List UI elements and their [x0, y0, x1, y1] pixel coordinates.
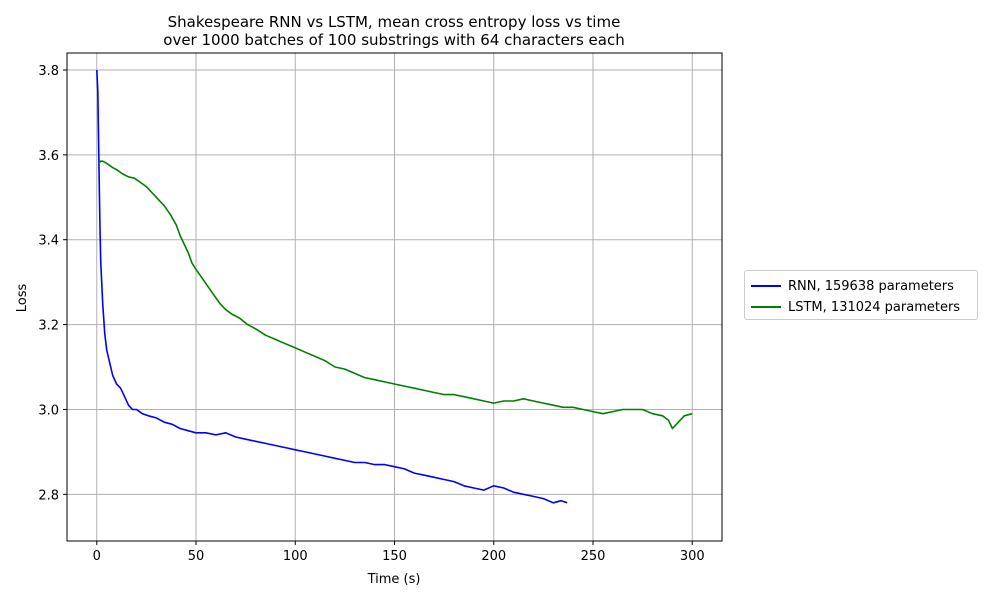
legend-item-rnn: RNN, 159638 parameters — [751, 277, 954, 295]
legend-item-lstm: LSTM, 131024 parameters — [751, 298, 960, 316]
x-tick-label: 0 — [93, 549, 101, 564]
y-tick-label: 3.2 — [38, 319, 59, 334]
y-tick-label: 3.0 — [38, 403, 59, 418]
chart-title: Shakespeare RNN vs LSTM, mean cross entr… — [168, 13, 621, 31]
y-tick-label: 3.8 — [38, 64, 59, 79]
series-line-lstm — [98, 160, 693, 430]
x-tick-label: 100 — [283, 549, 308, 564]
x-axis-label: Time (s) — [367, 572, 421, 587]
axis-ticks: 0 50 100 150 200 250 300 2.8 3.0 3.2 3.4 3.6 3.8 — [38, 64, 704, 564]
legend-label-lstm: LSTM, 131024 parameters — [788, 299, 961, 315]
x-tick-label: 250 — [581, 549, 606, 564]
legend-swatch-lstm — [751, 306, 781, 308]
x-tick-label: 150 — [382, 549, 407, 564]
x-tick-label: 300 — [680, 549, 705, 564]
y-tick-label: 2.8 — [38, 488, 59, 503]
legend-swatch-rnn — [751, 285, 781, 287]
legend: RNN, 159638 parameters LSTM, 131024 para… — [744, 270, 978, 320]
x-tick-label: 200 — [481, 549, 506, 564]
y-tick-label: 3.6 — [38, 149, 59, 164]
grid-lines — [67, 53, 722, 541]
series-layer — [96, 69, 693, 504]
series-line-rnn — [96, 69, 568, 504]
y-tick-label: 3.4 — [38, 234, 59, 249]
chart-subtitle: over 1000 batches of 100 substrings with… — [163, 31, 624, 49]
y-axis-label: Loss — [15, 284, 30, 313]
legend-label-rnn: RNN, 159638 parameters — [788, 278, 954, 294]
x-tick-label: 50 — [188, 549, 205, 564]
